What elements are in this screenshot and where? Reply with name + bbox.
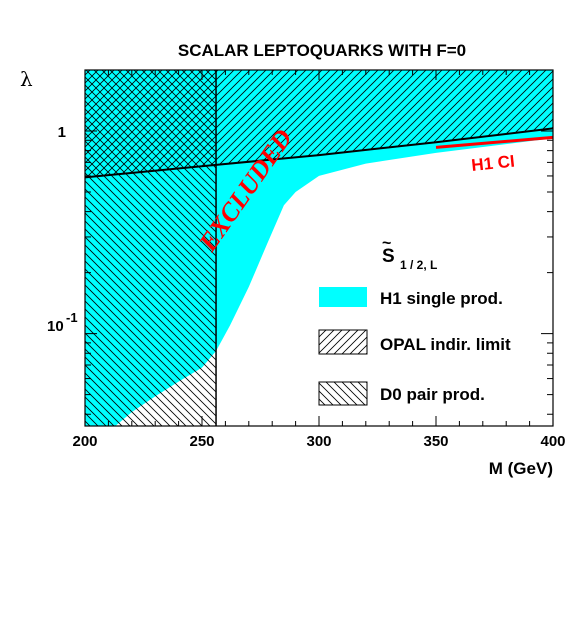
opal-limit-line [85,127,553,179]
x-tick-label: 300 [306,433,331,450]
x-tick-label: 400 [540,433,565,450]
h1-ci-line [435,135,553,149]
legend-label-d0: D0 pair prod. [380,385,485,404]
legend-swatch-d0 [318,381,368,406]
h1-ci-label: H1 CI [470,152,515,175]
chart-title: SCALAR LEPTOQUARKS WITH F=0 [178,41,466,60]
x-tick-label: 350 [423,433,448,450]
x-tick-label: 200 [72,433,97,450]
legend-title-sub: 1 / 2, L [400,258,437,272]
y-tick-label: 1 [58,124,66,141]
d0-crosshatch [85,70,216,426]
legend-swatch-h1 [319,287,367,307]
legend-label-opal: OPAL indir. limit [380,335,511,354]
x-tick-label: 250 [189,433,214,450]
legend-swatch-opal [318,329,368,355]
y-tick-label: 10 [47,318,64,335]
legend: ~ S 1 / 2, L H1 single prod. OPAL indir.… [318,235,511,406]
y-axis-label: λ [20,67,33,91]
legend-title-accent: ~ [382,235,391,252]
legend-title: S [382,246,395,267]
x-axis-label: M (GeV) [489,459,553,478]
y-tick-exponent: -1 [66,310,78,325]
axis-ticks [84,69,554,426]
legend-label-h1: H1 single prod. [380,289,503,308]
